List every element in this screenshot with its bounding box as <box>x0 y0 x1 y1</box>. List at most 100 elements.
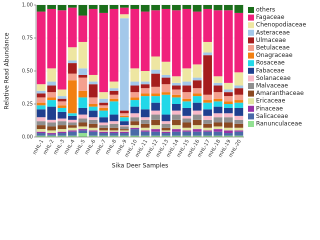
bar-segment <box>151 86 160 94</box>
bar-segment <box>109 5 119 9</box>
bar-segment <box>109 123 119 128</box>
bar-segment <box>109 133 119 136</box>
bar-segment <box>140 84 150 89</box>
bar-segment <box>78 97 88 108</box>
bar-segment <box>213 5 223 11</box>
bar-segment <box>130 81 140 86</box>
bar-segment <box>130 121 140 126</box>
bar-segment <box>99 102 108 106</box>
bar-segment <box>140 130 150 132</box>
bar-segment <box>203 52 212 56</box>
legend-swatch <box>248 105 254 112</box>
bar-segment <box>182 127 192 131</box>
bar-segment <box>234 88 244 95</box>
bar-segment <box>99 131 108 134</box>
bar-segment <box>68 80 77 114</box>
bar-segment <box>68 5 77 8</box>
bar-segment <box>88 135 98 137</box>
bar-segment <box>161 130 171 132</box>
bar-segment <box>161 5 171 9</box>
bar-segment <box>140 127 150 131</box>
bar-segment <box>78 126 88 130</box>
bar-segment <box>57 129 67 132</box>
bar-segment <box>192 64 202 78</box>
bar-segment <box>234 107 244 116</box>
bar-segment <box>99 125 108 128</box>
bar-segment <box>36 109 46 118</box>
bar-segment <box>120 133 129 136</box>
bar-segment <box>234 94 244 101</box>
bar-segment <box>68 122 77 126</box>
y-tick-label: 0.00 <box>22 135 33 141</box>
bar-segment <box>213 131 223 136</box>
bar-segment <box>88 8 98 75</box>
bar-segment <box>172 125 181 130</box>
bar-segment <box>36 97 46 103</box>
bar-segment <box>68 130 77 132</box>
bar-segment <box>234 130 244 132</box>
legend-label: Fabaceae <box>256 67 285 74</box>
bar-segment <box>213 101 223 107</box>
bar-segment <box>224 117 233 123</box>
bar-segment <box>36 133 46 136</box>
bar-segment <box>88 123 98 128</box>
bar-segment <box>36 5 46 12</box>
bar-segment <box>68 113 77 116</box>
bar-segment <box>47 92 56 98</box>
bar-segment <box>234 115 244 120</box>
bar-segment <box>213 117 223 123</box>
bar-segment <box>203 94 212 101</box>
bar-segment <box>140 93 150 97</box>
legend-swatch <box>248 14 254 21</box>
bar-segment <box>57 135 67 137</box>
bar-segment <box>161 131 171 134</box>
bar-segment <box>36 84 46 91</box>
bar-segment <box>109 127 119 131</box>
bar-segment <box>161 74 171 78</box>
bar-segment <box>182 118 192 123</box>
bar-segment <box>192 77 202 81</box>
bar-segment <box>47 134 56 136</box>
bar-segment <box>109 8 119 82</box>
bar-segment <box>151 56 160 70</box>
bar-segment <box>130 127 140 130</box>
bar-segment <box>109 101 119 115</box>
bar-segment <box>99 135 108 137</box>
bar-segment <box>172 82 181 86</box>
bar-segment <box>140 119 150 124</box>
bar-segment <box>151 93 160 97</box>
bar-segment <box>88 127 98 131</box>
bar-segment <box>182 8 192 69</box>
bar-segment <box>234 85 244 89</box>
bar-segment <box>224 113 233 118</box>
bar-segment <box>130 125 140 128</box>
bar-segment <box>120 131 129 134</box>
bar-segment <box>192 119 202 126</box>
bar-segment <box>47 133 56 135</box>
bar-segment <box>47 81 56 86</box>
bar-segment <box>151 110 160 115</box>
bar-segment <box>109 90 119 95</box>
legend-label: Onagraceae <box>256 52 293 59</box>
bar-segment <box>151 125 160 130</box>
bar-segment <box>78 68 88 75</box>
bar-segment <box>172 5 181 11</box>
bar-segment <box>68 63 77 74</box>
bar-segment <box>151 5 160 11</box>
bar-segment <box>213 106 223 114</box>
bar-segment <box>203 127 212 131</box>
bar-segment <box>78 15 88 42</box>
bar-segment <box>182 107 192 116</box>
bar-segment <box>36 121 46 126</box>
bar-segment <box>234 102 244 108</box>
bar-segment <box>57 10 67 90</box>
bar-segment <box>224 92 233 97</box>
bar-segment <box>57 96 67 99</box>
bar-segment <box>99 12 108 93</box>
bar-segment <box>68 131 77 136</box>
legend-swatch <box>248 45 254 51</box>
bar-segment <box>120 117 129 122</box>
bar-segment <box>78 77 88 91</box>
bar-segment <box>151 10 160 57</box>
bar-segment <box>213 92 223 99</box>
